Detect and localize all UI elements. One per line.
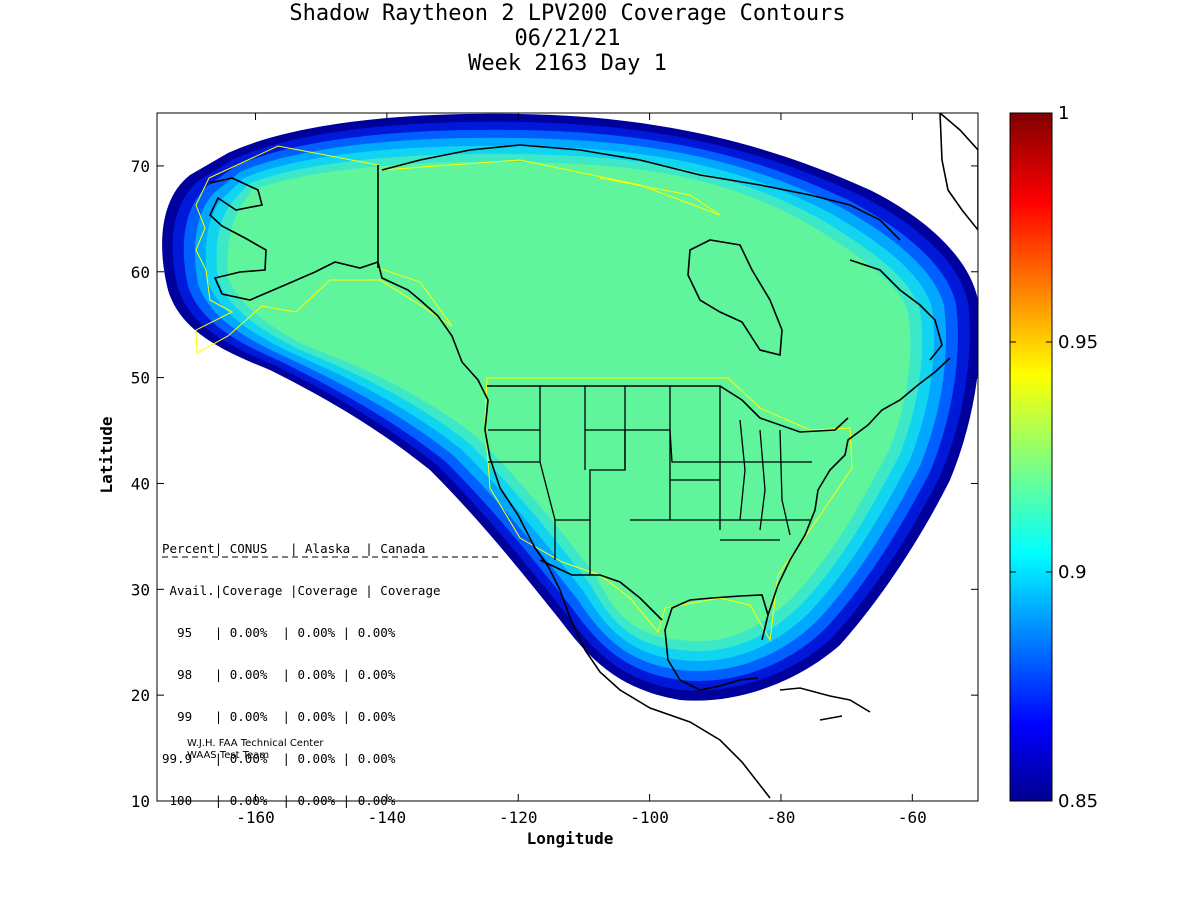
x-axis-ticks: -160 -140 -120 -100 -80 -60: [236, 113, 927, 827]
y-axis-ticks: 10 20 30 40 50 60 70: [131, 157, 978, 811]
colorbar-label-min: 0.85: [1058, 791, 1099, 812]
y-tick-label: 60: [131, 263, 150, 282]
coverage-area-main: [227, 161, 911, 642]
stats-row: 98 | 0.00% | 0.00% | 0.00%: [177, 667, 396, 682]
stats-row: 95 | 0.00% | 0.00% | 0.00%: [177, 625, 396, 640]
chart-title-line-3: Week 2163 Day 1: [468, 51, 667, 76]
y-axis-title: Latitude: [97, 416, 116, 493]
credits: W.J.H. FAA Technical Center WAAS Test Te…: [187, 738, 323, 762]
y-tick-label: 70: [131, 157, 150, 176]
stats-row: 100 | 0.00% | 0.00% | 0.00%: [169, 793, 396, 808]
y-tick-label: 40: [131, 474, 150, 493]
coverage-stats-table: Percent| CONUS | Alaska | Canada Avail.|…: [162, 517, 441, 832]
stats-header-row-2: Avail.|Coverage |Coverage | Coverage: [169, 583, 441, 598]
conus-region-outline: [484, 377, 853, 642]
chart-title-line-2: 06/21/21: [514, 26, 621, 51]
x-axis-title: Longitude: [527, 829, 614, 848]
arctic-coastline: [381, 144, 901, 241]
hudson-bay-coastline: [687, 239, 783, 357]
colorbar: [1009, 112, 1053, 802]
colorbar-label: 0.95: [1058, 332, 1099, 353]
y-tick-label: 50: [131, 369, 150, 388]
stats-row: 99.9 | 0.00% | 0.00% | 0.00%: [162, 751, 396, 766]
gulf-coastline: [664, 594, 769, 691]
pacific-coastline: [419, 299, 771, 799]
y-tick-label: 20: [131, 686, 150, 705]
greenland-coastline: [939, 113, 978, 232]
us-mexico-border: [539, 559, 663, 621]
x-tick-label: -60: [898, 808, 927, 827]
labrador-coastline: [849, 259, 943, 361]
alaska-coastline: [209, 177, 421, 301]
caribbean-islands: [779, 687, 871, 721]
coastlines-and-borders: [209, 113, 978, 799]
x-tick-label: -80: [767, 808, 796, 827]
chart-title-line-1: Shadow Raytheon 2 LPV200 Coverage Contou…: [289, 1, 846, 26]
colorbar-label-max: 1: [1058, 103, 1070, 124]
x-tick-label: -120: [499, 808, 538, 827]
alaska-region-outline: [195, 145, 453, 354]
colorbar-label: 0.9: [1058, 562, 1087, 583]
credit-line-2: WAAS Test Team: [187, 750, 270, 761]
x-tick-label: -140: [368, 808, 407, 827]
stats-row: 99 | 0.00% | 0.00% | 0.00%: [177, 709, 396, 724]
stats-header-row-1: Percent| CONUS | Alaska | Canada: [162, 541, 426, 556]
x-tick-label: -100: [630, 808, 669, 827]
canada-region-outline: [381, 159, 721, 216]
state-borders: [488, 386, 812, 575]
atlantic-coastline: [767, 357, 951, 616]
x-tick-label: -160: [236, 808, 275, 827]
y-tick-label: 30: [131, 580, 150, 599]
region-outlines: [195, 145, 853, 642]
credit-line-1: W.J.H. FAA Technical Center: [187, 738, 324, 749]
y-tick-label: 10: [131, 792, 150, 811]
plot-frame: [156, 112, 979, 802]
